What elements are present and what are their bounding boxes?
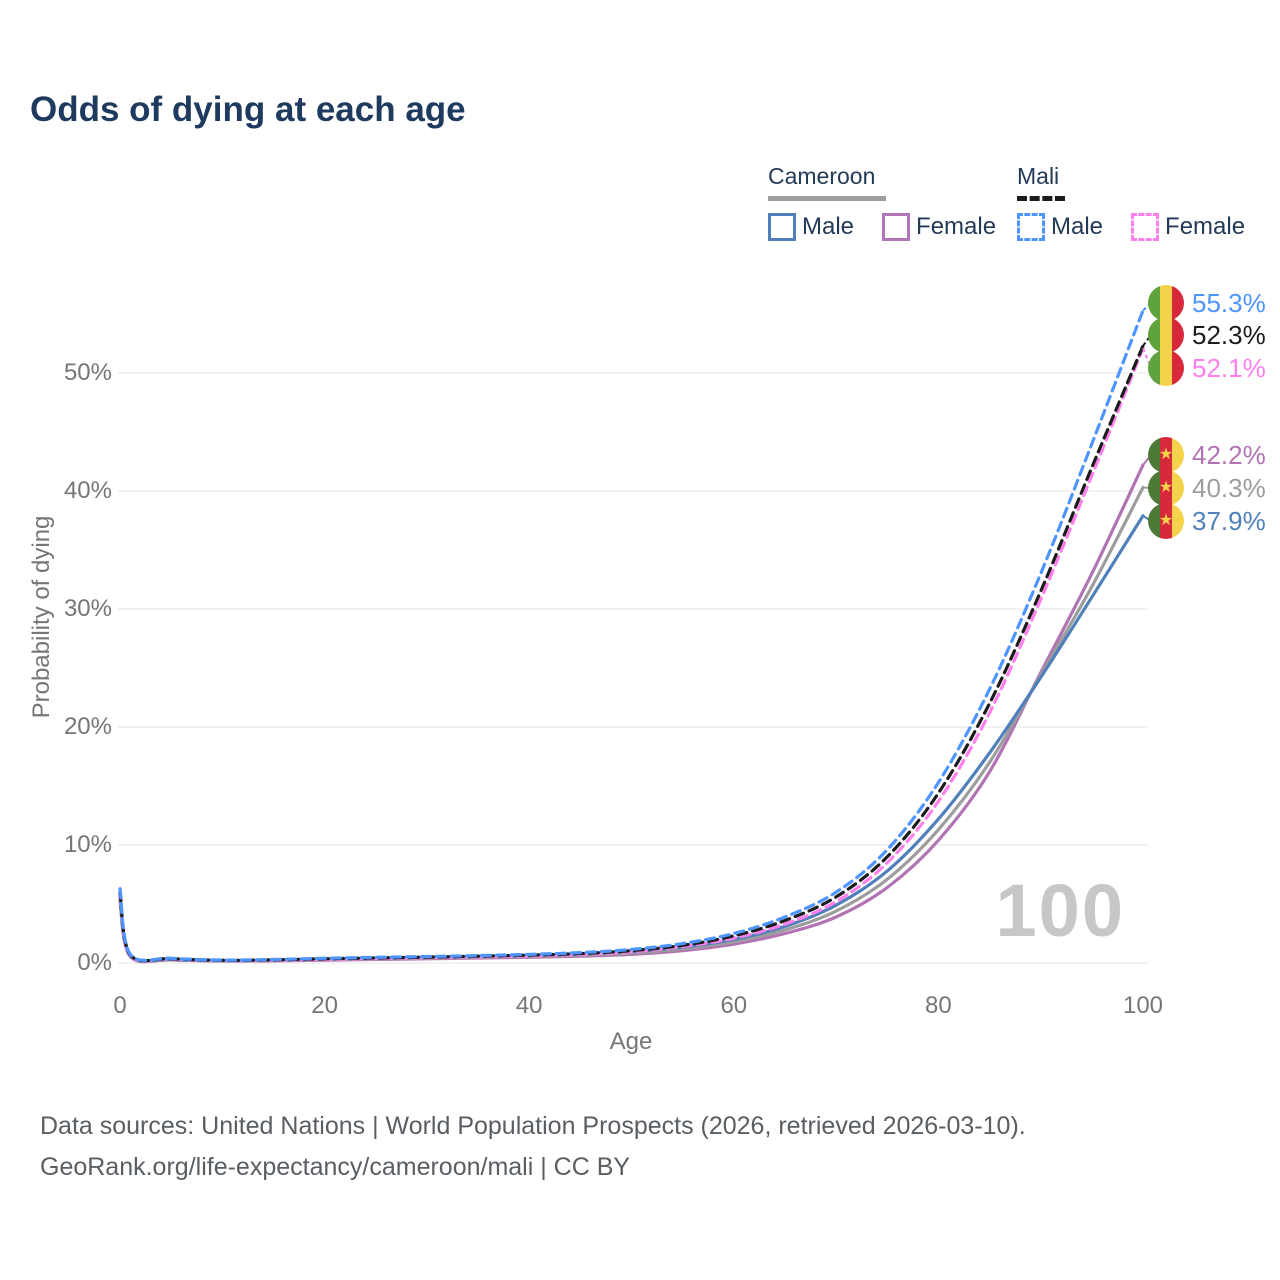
- y-tick-label: 10%: [63, 831, 112, 858]
- legend-group-mali-name[interactable]: Mali: [1017, 163, 1060, 189]
- end-label-cameroon-female: 42.2%: [1148, 436, 1266, 474]
- cameroon-flag-icon: [1148, 503, 1184, 539]
- legend-group-cameroon: Cameroon Male Female: [768, 163, 1024, 241]
- page-title: Odds of dying at each age: [30, 90, 466, 129]
- footer: Data sources: United Nations | World Pop…: [40, 1106, 1026, 1188]
- end-label-cameroon-male: 37.9%: [1148, 502, 1266, 540]
- y-tick-label: 0%: [77, 949, 112, 976]
- legend-label-cameroon-female[interactable]: Female: [916, 213, 997, 240]
- footer-attribution-line: GeoRank.org/life-expectancy/cameroon/mal…: [40, 1153, 631, 1181]
- legend-label-mali-male[interactable]: Male: [1051, 213, 1104, 240]
- mali-flag-icon: [1148, 317, 1184, 353]
- end-label-value: 40.3%: [1192, 472, 1266, 503]
- series-line-cameroon-overall[interactable]: [118, 485, 1145, 964]
- y-tick-label: 50%: [63, 359, 112, 386]
- series-line-mali-male[interactable]: [118, 308, 1145, 962]
- series-line-mali-female[interactable]: [118, 346, 1145, 963]
- series-line-cameroon-male[interactable]: [118, 514, 1145, 963]
- end-label-value: 52.1%: [1192, 352, 1266, 383]
- legend-cameroon-overall-line-swatch: [768, 196, 886, 201]
- legend-label-cameroon-male[interactable]: Male: [802, 213, 855, 240]
- x-tick-label: 100: [1122, 992, 1164, 1019]
- legend-swatch-cameroon-male[interactable]: [768, 213, 796, 241]
- end-label-mali-female: 52.1%: [1148, 349, 1266, 387]
- legend-group-mali: Mali Male Female: [1017, 163, 1273, 241]
- end-label-value: 55.3%: [1192, 287, 1266, 318]
- y-tick-label: 20%: [63, 713, 112, 740]
- series-line-mali-overall[interactable]: [118, 344, 1145, 963]
- x-tick-label: 80: [925, 992, 952, 1019]
- legend-swatch-mali-male[interactable]: [1017, 213, 1045, 241]
- x-tick-label: 20: [311, 992, 338, 1019]
- legend-swatch-cameroon-female[interactable]: [882, 213, 911, 241]
- end-label-value: 37.9%: [1192, 505, 1266, 536]
- legend-group-cameroon-name[interactable]: Cameroon: [768, 163, 876, 189]
- x-tick-label: 40: [515, 992, 543, 1019]
- x-tick-label: 60: [720, 992, 748, 1019]
- cameroon-flag-icon: [1148, 470, 1184, 506]
- end-label-value: 42.2%: [1192, 439, 1266, 470]
- end-label-cameroon-overall: 40.3%: [1148, 469, 1266, 507]
- end-label-mali-overall: 52.3%: [1148, 316, 1266, 354]
- end-label-mali-male: 55.3%: [1148, 284, 1266, 322]
- legend-swatch-mali-female[interactable]: [1131, 213, 1160, 241]
- y-tick-label: 30%: [63, 595, 112, 622]
- mali-flag-icon: [1148, 285, 1184, 321]
- footer-sources-line: Data sources: United Nations | World Pop…: [40, 1112, 1026, 1140]
- x-axis-title: Age: [609, 1028, 653, 1055]
- mali-flag-icon: [1148, 350, 1184, 386]
- end-label-value: 52.3%: [1192, 319, 1266, 350]
- x-tick-label: 0: [113, 992, 127, 1019]
- y-tick-label: 40%: [63, 477, 112, 504]
- legend-label-mali-female[interactable]: Female: [1165, 213, 1246, 240]
- cameroon-flag-icon: [1148, 437, 1184, 473]
- age-watermark: 100: [995, 869, 1125, 952]
- legend-mali-overall-line-swatch: [1017, 196, 1065, 201]
